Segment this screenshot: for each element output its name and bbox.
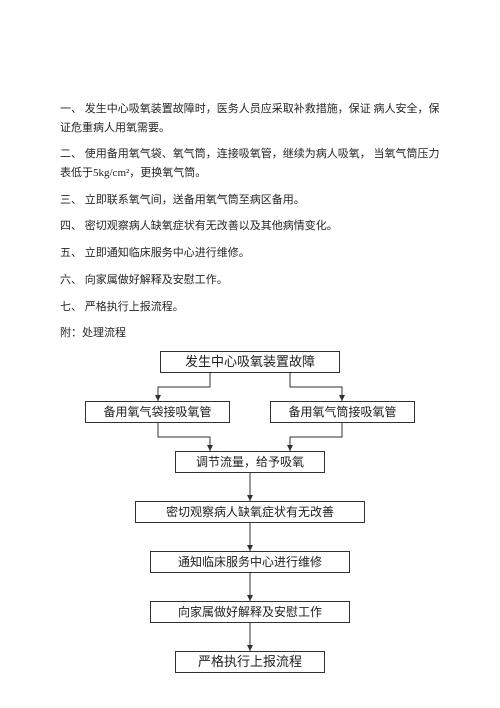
flow-node-n7: 严格执行上报流程 <box>175 651 325 673</box>
paragraph-6: 六、 向家属做好解释及安慰工作。 <box>60 271 440 290</box>
flow-node-right: 备用氧气筒接吸氧管 <box>270 401 415 423</box>
flowchart: 发生中心吸氧装置故障备用氧气袋接吸氧管 备用氧气筒接吸氧管调节流量，给予吸氧密切观… <box>70 351 430 681</box>
paragraph-4: 四、 密切观察病人缺氧症状有无改善以及其他病情变化。 <box>60 217 440 236</box>
page: 一、 发生中心吸氧装置故障时，医务人员应采取补救措施，保证 病人安全，保证危重病… <box>0 0 500 708</box>
flow-arrow <box>158 423 210 451</box>
flow-arrow <box>290 423 342 451</box>
flow-node-n4: 密切观察病人缺氧症状有无改善 <box>135 501 365 523</box>
flow-node-n3: 调节流量，给予吸氧 <box>175 451 325 473</box>
flow-node-top: 发生中心吸氧装置故障 <box>160 351 340 373</box>
paragraph-7: 七、 严格执行上报流程。 <box>60 298 440 317</box>
flow-node-n6: 向家属做好解释及安慰工作 <box>150 601 350 623</box>
paragraph-5: 五、 立即通知临床服务中心进行维修。 <box>60 244 440 263</box>
paragraph-2: 二、 使用备用氧气袋、氧气筒，连接吸氧管，继续为病人吸氧， 当氧气筒压力表低于5… <box>60 145 440 182</box>
paragraph-1: 一、 发生中心吸氧装置故障时，医务人员应采取补救措施，保证 病人安全，保证危重病… <box>60 100 440 137</box>
flow-arrow <box>158 373 210 401</box>
paragraph-3: 三、 立即联系氧气间，送备用氧气筒至病区备用。 <box>60 191 440 210</box>
flow-arrow <box>290 373 342 401</box>
paragraph-8: 附：处理流程 <box>60 324 440 343</box>
flow-node-n5: 通知临床服务中心进行维修 <box>150 551 350 573</box>
flow-node-left: 备用氧气袋接吸氧管 <box>85 401 230 423</box>
